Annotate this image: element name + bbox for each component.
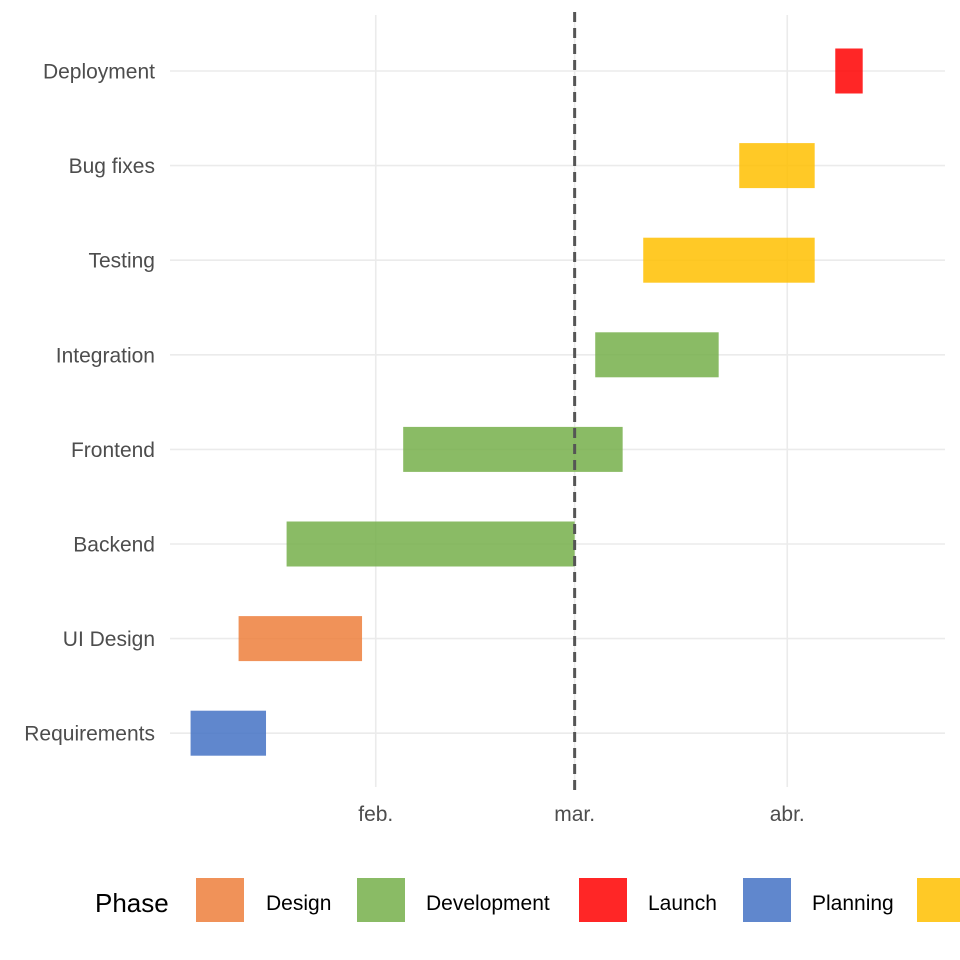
task-bar-ui-design <box>238 616 363 662</box>
task-bar-testing <box>643 237 815 283</box>
legend-label-development: Development <box>426 892 550 915</box>
task-bar-bug-fixes <box>739 143 815 189</box>
task-labels: Requirements UI Design Backend Frontend Inte… <box>24 61 155 746</box>
grid-lines <box>170 15 945 787</box>
task-bar-integration <box>595 332 719 378</box>
legend-label-design: Design <box>266 892 331 915</box>
task-bar-frontend <box>403 426 623 472</box>
task-label: Testing <box>88 250 155 273</box>
task-label: Backend <box>73 534 155 557</box>
task-label: Bug fixes <box>69 155 155 178</box>
task-bars <box>190 48 863 756</box>
legend-label-launch: Launch <box>648 892 717 915</box>
date-tick-label: feb. <box>358 803 393 826</box>
task-label: Requirements <box>24 723 155 746</box>
task-label: Frontend <box>71 439 155 462</box>
task-bar-deployment <box>835 48 863 94</box>
date-tick-labels: feb. mar. abr. <box>358 803 805 826</box>
legend-key-planning <box>743 878 791 922</box>
task-bar-backend <box>286 521 575 567</box>
legend-key-development <box>357 878 405 922</box>
task-bar-requirements <box>190 710 267 756</box>
legend: Phase DesignDevelopmentLaunchPlanningTes… <box>95 878 960 922</box>
legend-title: Phase <box>95 888 169 918</box>
date-tick-label: mar. <box>554 803 595 826</box>
task-label: Integration <box>56 344 155 367</box>
task-label: UI Design <box>63 628 155 651</box>
legend-key-design <box>196 878 244 922</box>
legend-key-launch <box>579 878 627 922</box>
legend-label-planning: Planning <box>812 892 894 915</box>
legend-key-testing <box>917 878 960 922</box>
task-label: Deployment <box>43 61 155 84</box>
date-tick-label: abr. <box>770 803 805 826</box>
